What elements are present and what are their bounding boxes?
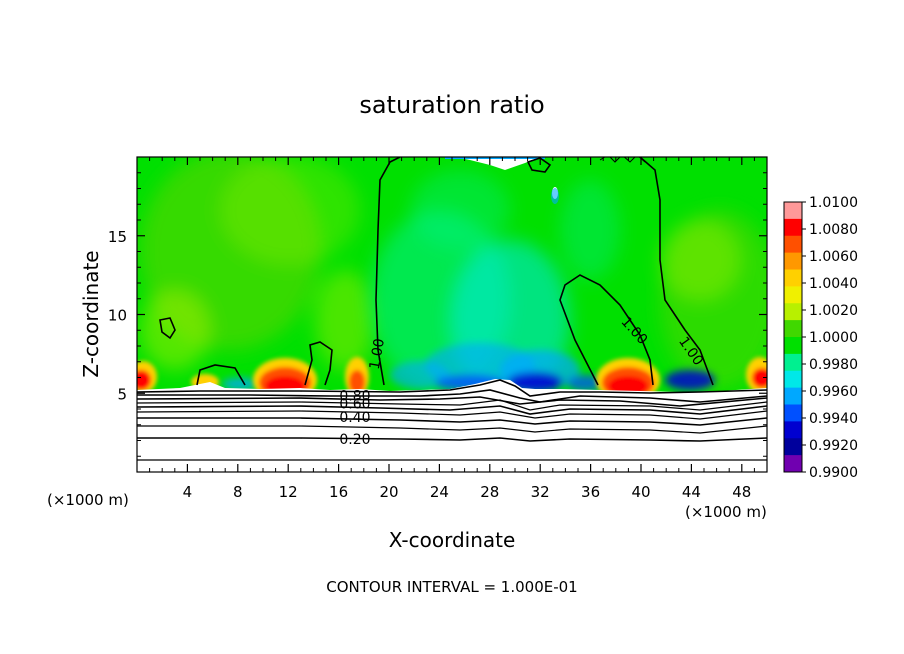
chart-title: saturation ratio [359,91,544,119]
contour-0-20 [137,437,767,442]
x-tick-label: 32 [531,483,550,501]
x-tick-label: 20 [379,483,398,501]
contour-label: 0.80 [339,389,370,405]
colorbar-swatch [784,421,802,439]
colorbar-swatch [784,218,802,237]
colorbar-level-label: 1.0060 [809,249,858,265]
colorbar-swatch [784,337,802,355]
contour-1-00-left [375,157,401,386]
contour-label: 1.00 [367,337,388,370]
x-tick-label: 28 [480,483,499,501]
x-tick-label: 48 [732,483,751,501]
contour-label-text: 0.60 [339,396,370,412]
small-blue-cell [551,188,559,204]
colorbar-level-label: 0.9940 [809,411,858,427]
contour-labels: 1.001.001.000.800.600.400.20 [339,314,706,448]
y-tick-label: 5 [117,385,127,403]
x-tick-label: 4 [183,483,193,501]
colorbar-swatch [784,320,802,338]
contour-label: 0.20 [339,432,370,448]
colorbar-swatch [784,353,802,372]
colorbar-level-label: 0.9960 [809,384,858,400]
contour-label-text: 1.00 [367,337,388,370]
top-white-patch [455,157,540,170]
colorbar-level-label: 1.0020 [809,303,858,319]
colorbar-swatch [784,202,802,220]
contour-0-30 [137,425,767,434]
colorbar: 1.0100 1.0080 1.0060 1.0040 1.0020 1.0000 0.99… [783,195,858,481]
contour-0-60 [137,405,767,415]
colorbar-swatch [784,303,802,321]
colorbar-level-label: 1.0080 [809,222,858,238]
x-tick-label: 16 [329,483,348,501]
x-tick-label: 12 [279,483,298,501]
colorbar-level-label: 0.9980 [809,357,858,373]
colorbar-swatch [784,252,802,270]
contour-label: 0.40 [339,410,370,426]
contour-label: 0.60 [339,396,370,412]
colorbar-swatch [784,404,802,422]
contour-0-50 [137,410,767,420]
contour-1-00-blob-c [159,317,176,340]
colorbar-swatch [784,235,802,254]
x-tick-label: 8 [233,483,243,501]
contour-lines [159,157,714,386]
colorbar-level-label: 1.0000 [809,330,858,346]
colorbar-level-label: 0.9920 [809,438,858,454]
colorbar-level-label: 0.9900 [809,465,858,481]
x-tick-label: 44 [682,483,701,501]
contour-0-90 [137,379,767,397]
colorbar-level-label: 1.0040 [809,276,858,292]
contour-label-text: 0.40 [339,410,370,426]
y-axis: 5 10 15 [108,172,767,457]
contour-1-00-right [639,157,714,386]
y-axis-label: Z-coordinate [79,250,103,377]
colorbar-swatch [784,438,802,456]
colorbar-swatch [784,370,802,389]
x-unit-label-left: (×1000 m) [47,491,129,509]
moist-regions [140,157,767,390]
contour-1-00-middle [559,274,654,386]
contour-interval-note: CONTOUR INTERVAL = 1.000E-01 [326,578,577,596]
contour-1-00-blob-d [526,157,552,173]
x-axis-label: X-coordinate [389,528,516,552]
contour-label-text: 0.80 [339,389,370,405]
colorbar-swatch [784,387,802,405]
contour-1-00-blob-b [304,341,333,386]
top-blue-band [445,157,545,159]
x-tick-label: 40 [631,483,650,501]
contour-0-70 [137,399,767,411]
x-axis: 4 8 12 16 20 24 28 32 36 40 44 48 [149,157,755,501]
y-tick-label: 15 [108,228,127,246]
stratified-contours [137,379,767,461]
contour-0-85 [137,389,767,403]
colorbar-swatch [784,269,802,287]
plot-area [137,157,767,472]
x-tick-label: 24 [430,483,449,501]
contour-1-00-blob-a [196,364,246,386]
dry-core [222,343,715,392]
y-tick-label: 10 [108,307,127,325]
colorbar-swatch [784,455,802,473]
x-tick-label: 36 [581,483,600,501]
contour-label-text: 0.20 [339,432,370,448]
colorbar-swatch [784,286,802,304]
x-unit-label-right: (×1000 m) [685,503,767,521]
contour-0-40 [137,417,767,426]
colorbar-level-label: 1.0100 [809,195,858,211]
